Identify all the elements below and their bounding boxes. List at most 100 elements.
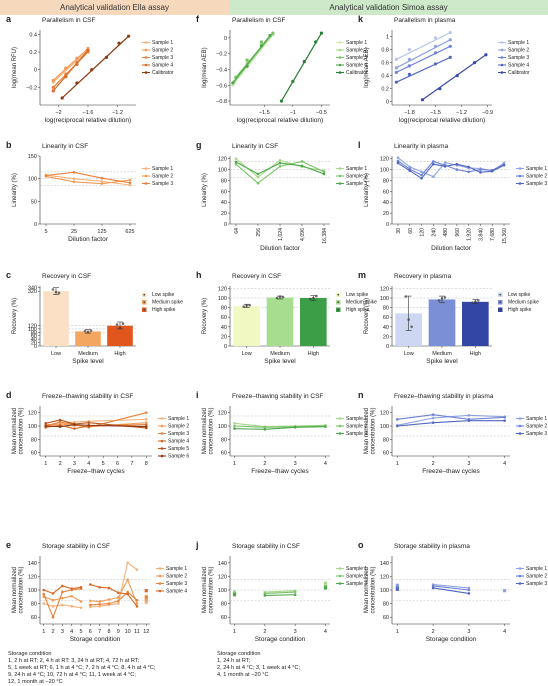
y-tick-label: 340 (28, 286, 37, 292)
data-point (58, 425, 62, 428)
data-point (51, 89, 55, 93)
data-point (126, 592, 129, 596)
data-point (72, 180, 76, 184)
x-tick-label: −1.2 (112, 110, 123, 116)
data-point (117, 591, 120, 595)
panel-b: b Linearity in CSF 0 50 100 150 5 25 125 625 Dilut… (6, 140, 173, 243)
legend-label: Sample 4 (152, 63, 173, 69)
legend-marker (518, 417, 522, 420)
data-point (117, 596, 120, 599)
data-point (438, 87, 442, 91)
data-point (408, 169, 412, 172)
legend-label: Sample 3 (526, 181, 547, 187)
legend-label: Calibrator (346, 70, 368, 76)
series-0 (231, 33, 275, 87)
series-3 (231, 33, 272, 85)
data-point (479, 171, 482, 174)
legend-label: Sample 2 (152, 48, 173, 54)
y-tick-label: 0.4 (29, 32, 37, 38)
x-tick-label: 1,920 (467, 228, 473, 241)
data-point (404, 295, 407, 298)
data-point (75, 62, 79, 67)
panel-letter: d (6, 390, 12, 400)
panel-letter: n (358, 390, 364, 400)
x-axis-label: Dilution factor (68, 236, 109, 243)
storage-note-ella: Storage condition 1, 2 h at RT; 2, 4 h a… (8, 651, 156, 685)
data-point (395, 585, 399, 589)
data-point (135, 605, 139, 608)
data-point (433, 62, 438, 66)
bar (75, 331, 101, 346)
x-tick-label: 6 (116, 461, 119, 467)
y-tick-label: 320 (28, 289, 37, 295)
y-tick-label: −0.8 (216, 99, 227, 105)
data-point (126, 590, 129, 594)
legend-marker (160, 454, 164, 458)
legend-label: High spike (508, 307, 532, 313)
bar (107, 325, 133, 346)
data-point (128, 181, 132, 185)
legend-marker (337, 293, 340, 296)
storage-note-simoa: Storage condition 1, 24 h at RT; 2, 24 h… (217, 651, 301, 678)
x-tick-label: 2 (432, 629, 435, 635)
series-1 (396, 413, 506, 421)
legend-marker (518, 582, 522, 585)
data-point (474, 300, 477, 304)
x-tick-label: 2 (432, 461, 435, 467)
data-point (126, 561, 129, 565)
series-2 (44, 171, 132, 185)
legend-marker (160, 424, 164, 428)
y-tick-label: 40 (221, 200, 227, 206)
legend-label: Low spike (346, 292, 368, 298)
legend-label: Calibrator (152, 70, 174, 76)
legend-marker (143, 308, 146, 311)
panel-d: d Freeze–thawing stability in CSF 60 80 100 1… (6, 390, 189, 475)
x-tick-label: 12 (143, 629, 149, 635)
y-axis-label: concentration (%) (19, 566, 25, 613)
x-tick-label: −1.6 (83, 110, 94, 116)
data-point (431, 421, 435, 424)
legend-marker (499, 308, 502, 311)
data-point (455, 74, 459, 78)
legend-marker (158, 574, 162, 578)
data-point (293, 593, 297, 597)
legend-label: Sample 2 (346, 574, 367, 580)
panel-letter: o (358, 540, 364, 550)
legend-label: Sample 6 (168, 454, 189, 460)
x-axis-label: log(reciprocal relative dilution) (237, 117, 323, 124)
panel-letter: a (6, 14, 12, 24)
legend-label: Sample 1 (346, 40, 367, 46)
data-point (98, 602, 101, 606)
y-tick-label: −0.6 (216, 83, 227, 89)
series-4 (279, 31, 324, 103)
x-axis-label: Freeze–thaw cycles (422, 468, 480, 475)
panel-m: m Recovery in plasma 0 20 40 60 80 100 120 Low Med… (358, 270, 539, 365)
y-tick-label: 60 (31, 334, 37, 340)
data-point (256, 181, 260, 185)
panel-letter: j (195, 540, 199, 550)
y-tick-label: 60 (221, 451, 227, 457)
legend-marker (158, 582, 162, 585)
series-2 (233, 425, 327, 431)
data-point (98, 605, 101, 608)
x-tick-label: Low (51, 351, 61, 357)
y-tick-label: 120 (218, 411, 227, 417)
x-tick-label: 7 (130, 461, 133, 467)
y-tick-label: 0.8 (381, 48, 389, 54)
y-tick-label: 60 (31, 615, 37, 621)
data-point (44, 174, 48, 177)
data-point (420, 173, 423, 177)
series-line (234, 426, 326, 430)
data-point (234, 162, 238, 166)
data-point (61, 603, 64, 607)
panel-h: h Recovery in CSF 0 20 40 60 80 100 120 Low Medium… (196, 270, 377, 365)
legend-marker (144, 48, 148, 52)
series-line (235, 160, 325, 184)
legend-marker (338, 424, 342, 428)
x-tick-label: 1 (396, 629, 399, 635)
data-point (72, 171, 76, 174)
legend-marker (500, 63, 504, 67)
y-axis-label: Linearity (%) (364, 173, 370, 207)
x-tick-label: 480 (443, 228, 449, 237)
